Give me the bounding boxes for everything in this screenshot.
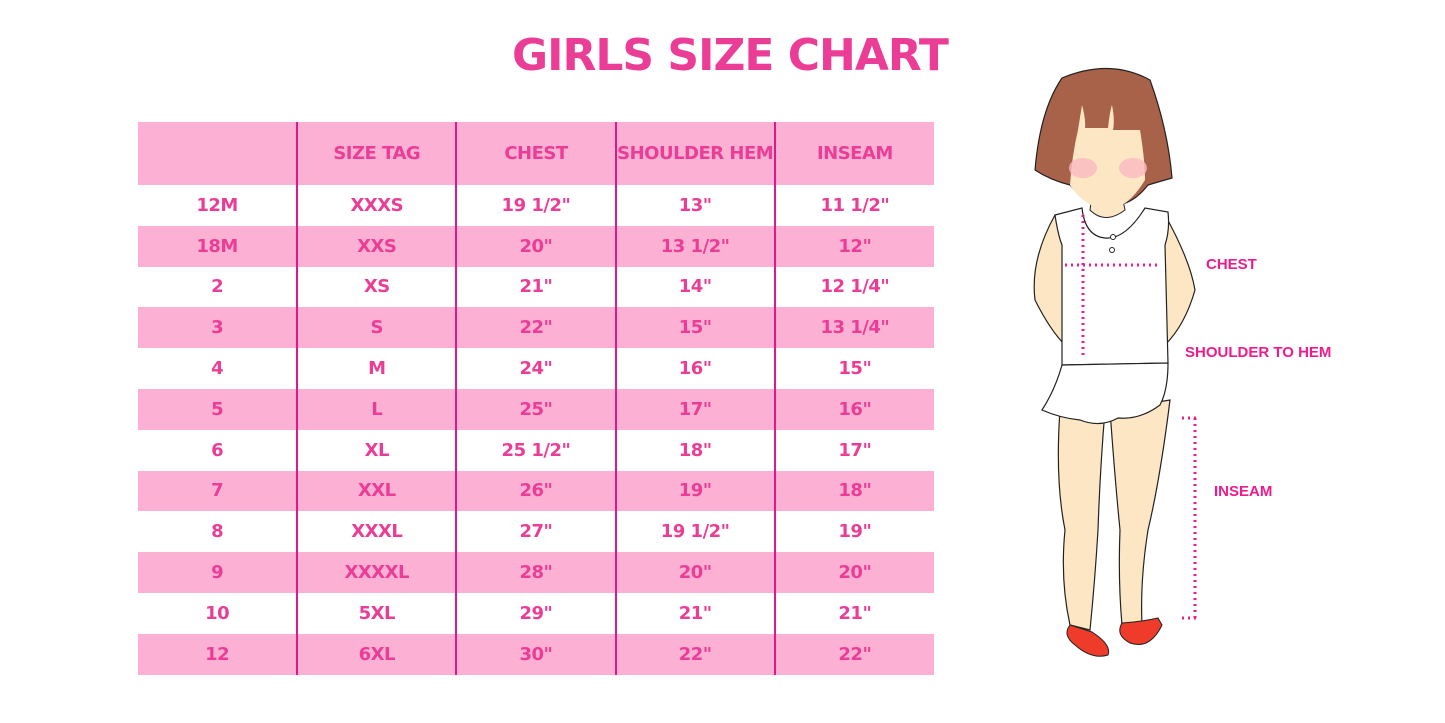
table-row: 4 M 24" 16" 15"	[138, 348, 934, 389]
table-cell: M	[296, 348, 457, 389]
table-cell: 30"	[455, 633, 616, 675]
table-cell: 28"	[455, 552, 616, 593]
table-cell: 18M	[138, 225, 298, 267]
table-cell: 14"	[614, 266, 775, 308]
table-cell: 20"	[773, 552, 934, 593]
table-row: 2 XS 21" 14" 12 1/4"	[138, 266, 934, 308]
table-header-row: SIZE TAG CHEST SHOULDER HEM INSEAM	[138, 122, 934, 185]
table-cell: 25"	[455, 388, 616, 430]
table-cell: XXS	[296, 225, 457, 267]
table-cell: 17"	[773, 429, 934, 471]
left-cheek	[1069, 158, 1097, 178]
table-cell: 19 1/2"	[455, 185, 616, 226]
table-cell: 11 1/2"	[773, 185, 934, 226]
table-cell: 9	[138, 552, 298, 593]
column-header: INSEAM	[773, 122, 934, 185]
table-cell: XS	[296, 266, 457, 308]
table-cell: 21"	[773, 592, 934, 634]
table-cell: 12"	[773, 225, 934, 267]
table-cell: 22"	[773, 633, 934, 675]
table-cell: 24"	[455, 348, 616, 389]
table-row: 3 S 22" 15" 13 1/4"	[138, 307, 934, 349]
table-cell: XXXXL	[296, 552, 457, 593]
table-cell: 15"	[773, 348, 934, 389]
table-cell: 27"	[455, 511, 616, 553]
table-cell: 15"	[614, 307, 775, 349]
table-cell: 25 1/2"	[455, 429, 616, 471]
table-row: 8 XXXL 27" 19 1/2" 19"	[138, 511, 934, 553]
table-cell: XXL	[296, 470, 457, 512]
table-cell: 19 1/2"	[614, 511, 775, 553]
table-cell: 5	[138, 388, 298, 430]
table-row: 5 L 25" 17" 16"	[138, 388, 934, 430]
column-header: CHEST	[455, 122, 616, 185]
table-cell: 21"	[614, 592, 775, 634]
table-cell: 18"	[614, 429, 775, 471]
table-cell: 7	[138, 470, 298, 512]
table-cell: XXXL	[296, 511, 457, 553]
table-cell: 6XL	[296, 633, 457, 675]
table-row: 10 5XL 29" 21" 21"	[138, 592, 934, 634]
table-cell: 16"	[773, 388, 934, 430]
table-cell: 21"	[455, 266, 616, 308]
table-cell: 13 1/4"	[773, 307, 934, 349]
table-cell: 5XL	[296, 592, 457, 634]
table-row: 18M XXS 20" 13 1/2" 12"	[138, 225, 934, 267]
table-cell: 2	[211, 276, 224, 298]
table-cell: 12 1/4"	[773, 266, 934, 308]
table-cell: XL	[296, 429, 457, 471]
face	[1070, 105, 1145, 210]
table-cell: 20"	[455, 225, 616, 267]
table-cell: S	[296, 307, 457, 349]
button	[1110, 234, 1116, 240]
table-cell: 13 1/2"	[614, 225, 775, 267]
arms	[1033, 213, 1196, 347]
table-cell: 26"	[455, 470, 616, 512]
button	[1109, 247, 1115, 253]
table-cell: L	[296, 388, 457, 430]
table-cell: 4	[211, 358, 224, 380]
table-cell: 6	[211, 439, 224, 461]
table-cell: 12	[138, 633, 298, 675]
table-cell: 29"	[455, 592, 616, 634]
table-cell: 12M	[196, 194, 238, 216]
table-cell: 22"	[614, 633, 775, 675]
table-cell: 19"	[773, 511, 934, 553]
table-row: 6 XL 25 1/2" 18" 17"	[138, 429, 934, 471]
table-row: 7 XXL 26" 19" 18"	[138, 470, 934, 512]
table-cell: 17"	[614, 388, 775, 430]
shirt	[1054, 207, 1170, 366]
table-cell: 22"	[455, 307, 616, 349]
legs	[1057, 399, 1171, 631]
table-cell: 10	[205, 602, 230, 624]
table-row: 12 6XL 30" 22" 22"	[138, 633, 934, 675]
table-row: 12M XXXS 19 1/2" 13" 11 1/2"	[138, 185, 934, 226]
shoes	[1066, 617, 1163, 657]
table-cell: 8	[211, 521, 224, 543]
chest-label: CHEST	[1206, 256, 1257, 273]
table-cell: 20"	[614, 552, 775, 593]
table-cell: 18"	[773, 470, 934, 512]
shoulder-to-hem-label: SHOULDER TO HEM	[1185, 344, 1332, 361]
table-row: 9 XXXXL 28" 20" 20"	[138, 552, 934, 593]
column-header: SIZE TAG	[296, 122, 457, 185]
table-cell: 16"	[614, 348, 775, 389]
column-header: SHOULDER HEM	[614, 122, 775, 185]
size-table: SIZE TAG CHEST SHOULDER HEM INSEAM 12M XXXS 1…	[138, 122, 934, 675]
title-text: GIRLS SIZE CHART	[512, 30, 949, 81]
table-cell: 13"	[614, 185, 775, 226]
child-measurement-illustration	[1033, 67, 1200, 657]
column-header	[138, 122, 298, 185]
skirt	[1041, 362, 1169, 425]
table-cell: XXXS	[296, 185, 457, 226]
table-cell: 19"	[614, 470, 775, 512]
right-cheek	[1119, 158, 1147, 178]
table-cell: 3	[138, 307, 298, 349]
inseam-label: INSEAM	[1214, 483, 1273, 500]
